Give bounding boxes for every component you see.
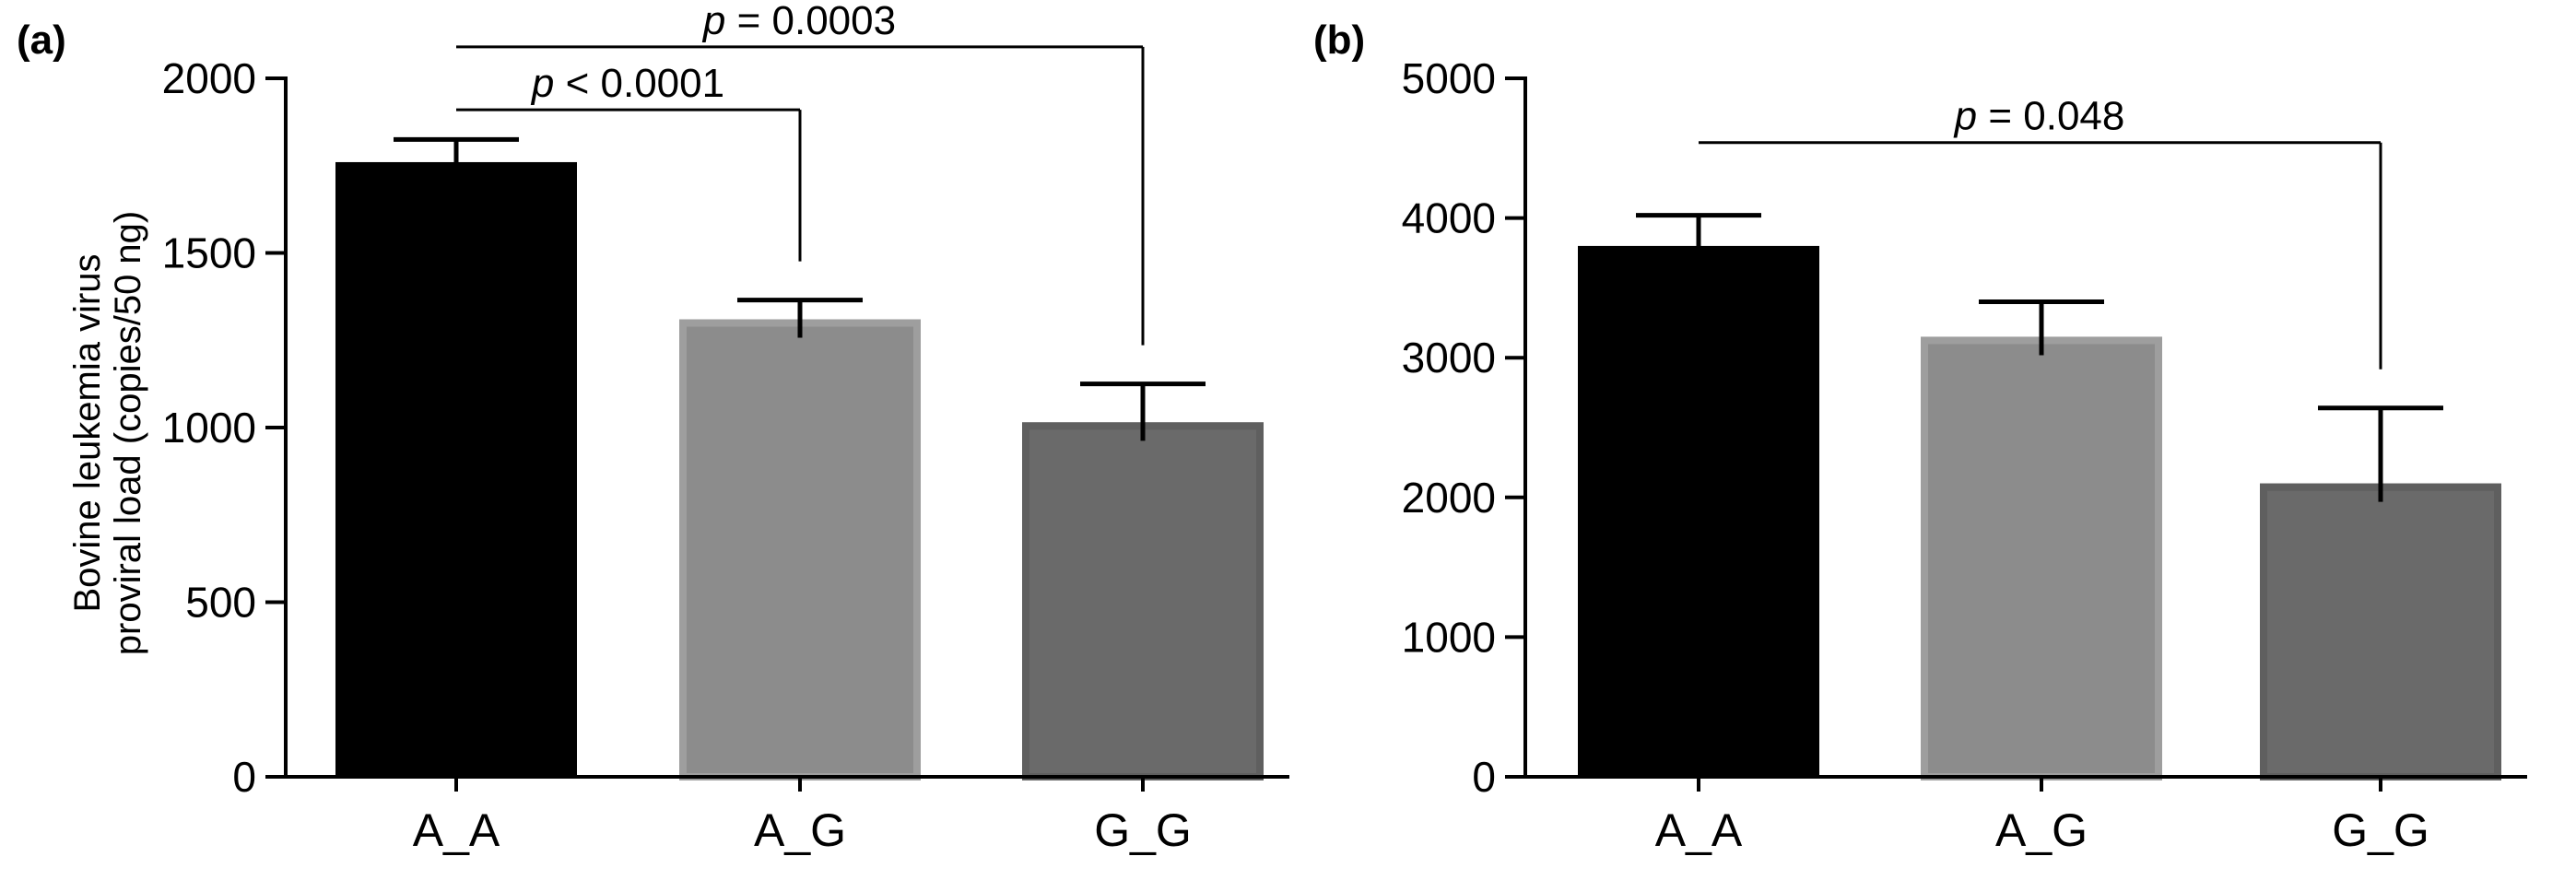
chart-panel-a: (a) A_A A_G G_G 0 500 1000 1500 2000 Bovine leuke… xyxy=(17,0,1289,856)
x-tick-label: A_A xyxy=(413,804,500,856)
y-axis-title: Bovine leukemia virusproviral load (copi… xyxy=(67,211,148,655)
y-tick-label: 0 xyxy=(232,753,256,801)
p-symbol: p xyxy=(701,0,725,43)
p-value-text: = 0.0003 xyxy=(725,0,896,43)
p-value-text: < 0.0001 xyxy=(554,61,724,106)
y-tick-label: 1500 xyxy=(162,229,256,277)
p-value-label: p = 0.0003 xyxy=(701,0,896,43)
p-symbol: p xyxy=(530,61,554,106)
x-tick-label: A_G xyxy=(754,804,846,856)
y-tick-label: 500 xyxy=(185,579,256,627)
y-tick-label: 2000 xyxy=(162,54,256,102)
p-value-text: = 0.048 xyxy=(1977,94,2124,139)
bar-g-g xyxy=(1022,422,1264,777)
y-tick-label: 1000 xyxy=(162,404,256,452)
x-tick-label: G_G xyxy=(2332,804,2429,856)
y-tick-label: 2000 xyxy=(1402,474,1496,522)
y-tick-label: 5000 xyxy=(1402,54,1496,102)
bar-a-g xyxy=(679,319,921,777)
bar-g-g xyxy=(2260,483,2501,777)
panel-label: (a) xyxy=(17,18,66,63)
x-tick-label: G_G xyxy=(1094,804,1192,856)
y-axis-title-line: proviral load (copies/50 ng) xyxy=(108,211,148,655)
bar-a-g xyxy=(1921,336,2162,777)
panel-label: (b) xyxy=(1313,18,1365,63)
x-tick-label: A_A xyxy=(1655,804,1743,856)
chart-panel-b: (b) A_A A_G G_G 0 1000 2000 3000 4000 5000 p = 0.0… xyxy=(1313,18,2527,856)
y-tick-label: 3000 xyxy=(1402,334,1496,381)
bar-a-a xyxy=(335,161,577,777)
p-value-label: p < 0.0001 xyxy=(530,61,724,106)
y-tick-label: 0 xyxy=(1472,753,1496,801)
y-axis-title-line: Bovine leukemia virus xyxy=(67,253,108,612)
x-tick-label: A_G xyxy=(1995,804,2088,856)
y-tick-label: 1000 xyxy=(1402,613,1496,661)
p-symbol: p xyxy=(1953,94,1977,139)
bar-a-a xyxy=(1578,245,1819,777)
y-tick-label: 4000 xyxy=(1402,194,1496,242)
p-value-label: p = 0.048 xyxy=(1953,94,2125,139)
